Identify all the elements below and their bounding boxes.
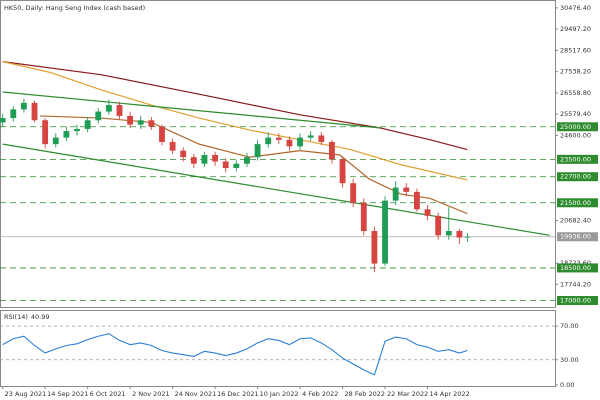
level-label-box [557, 198, 598, 208]
rsi-title: RSI(14) [4, 313, 28, 321]
candle-body [201, 155, 208, 164]
moving-average [2, 61, 468, 151]
level-label: 21500.00 [560, 199, 591, 207]
level-label: 17000.00 [560, 296, 591, 304]
x-tick-label: 24 Nov 2021 [175, 390, 217, 398]
candle-body [63, 131, 70, 138]
candle-body [424, 209, 431, 216]
y-tick-label: 18723.60 [560, 259, 591, 267]
y-tick-label: 20682.40 [560, 217, 591, 225]
candle-body [127, 115, 134, 125]
candle-body [275, 137, 282, 140]
y-tick-label: 27538.20 [560, 68, 591, 76]
y-tick-label: 0.00 [560, 381, 574, 389]
candle-body [105, 105, 112, 112]
candle-body [286, 139, 293, 147]
candle-body [0, 118, 6, 123]
y-tick-label: 28517.60 [560, 46, 591, 54]
candle-body [20, 102, 27, 110]
candle-body [297, 137, 303, 147]
candle-body [148, 120, 155, 127]
x-tick-label: 4 Feb 2022 [302, 390, 338, 398]
candle-body [212, 155, 219, 162]
candle-body [413, 191, 420, 210]
rsi-line [2, 333, 468, 376]
candle-body [329, 141, 335, 160]
x-tick-label: 23 Aug 2021 [5, 390, 47, 398]
candle-body [445, 231, 452, 236]
candle-body [169, 141, 176, 151]
candle-body [42, 120, 49, 145]
level-label: 22700.00 [560, 173, 591, 181]
candle-body [222, 161, 229, 169]
candle-body [318, 135, 325, 142]
moving-average [39, 115, 468, 215]
candle-body [456, 231, 463, 238]
level-label: 18500.00 [560, 264, 591, 272]
candle-body [350, 183, 357, 203]
x-tick-label: 14 Apr 2022 [430, 390, 470, 398]
candle-body [137, 120, 144, 125]
candle-body [84, 120, 91, 129]
level-label: 23500.00 [560, 155, 591, 163]
candle-body [31, 102, 38, 121]
level-label-box [557, 295, 598, 305]
current-price-box [557, 232, 598, 242]
candle-body [265, 137, 272, 145]
candle-body [190, 157, 197, 164]
candle-body [371, 231, 378, 264]
x-tick-label: 14 Sep 2021 [47, 390, 88, 398]
trendline [2, 91, 380, 129]
candle-body [74, 128, 80, 132]
current-price-label: 19936.00 [560, 233, 591, 241]
rsi-last-value: 40.99 [31, 313, 50, 321]
chart-title: HK50, Daily: Hang Seng Index (cash based… [4, 4, 145, 12]
level-label: 25000.00 [560, 123, 591, 131]
x-tick-label: 6 Oct 2021 [90, 390, 126, 398]
x-tick-label: 22 Mar 2022 [387, 390, 428, 398]
x-tick-label: 10 Jan 2022 [260, 390, 299, 398]
x-tick-label: 2 Nov 2021 [132, 390, 170, 398]
y-tick-label: 25579.40 [560, 110, 591, 118]
level-label-box [557, 154, 598, 164]
candle-body [403, 187, 410, 192]
y-tick-label: 70.00 [560, 322, 579, 330]
main-pane-frame [0, 0, 556, 308]
candle-body [339, 159, 346, 184]
y-tick-label: 26558.80 [560, 89, 591, 97]
candle-body [435, 215, 442, 236]
y-tick-label: 17744.20 [560, 280, 591, 288]
candle-body [360, 202, 367, 231]
x-tick-label: 16 Dec 2021 [217, 390, 259, 398]
candle-body [382, 200, 388, 264]
moving-average [2, 61, 468, 181]
level-label-box [557, 263, 598, 273]
candle-body [159, 126, 165, 142]
level-label-box [557, 122, 598, 132]
trendline [2, 143, 550, 236]
candle-body [254, 144, 261, 158]
candle-body [464, 236, 471, 238]
candle-body [233, 163, 240, 169]
candle-body [392, 187, 399, 201]
y-tick-label: 29497.20 [560, 25, 591, 33]
candle-body [95, 111, 102, 121]
level-label-box [557, 172, 598, 182]
candle-body [10, 109, 17, 119]
candle-body [52, 137, 59, 145]
candle-body [307, 135, 314, 138]
candle-body [244, 157, 250, 164]
y-tick-label: 24600.00 [560, 131, 591, 139]
candle-body [180, 150, 187, 158]
candle-body [116, 105, 123, 116]
y-tick-label: 30476.40 [560, 4, 591, 12]
rsi-pane-frame [0, 310, 556, 387]
x-tick-label: 28 Feb 2022 [345, 390, 385, 398]
y-tick-label: 30.00 [560, 356, 579, 364]
